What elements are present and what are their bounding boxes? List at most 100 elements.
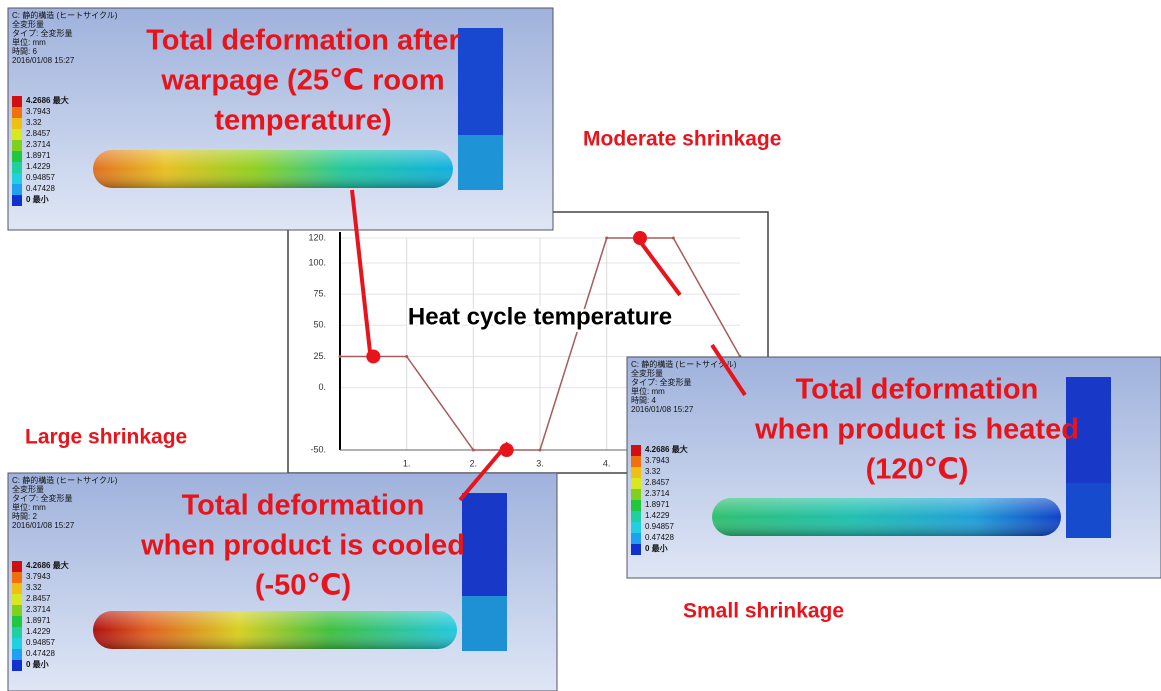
legend-swatch [12,627,22,638]
pipe-shade [93,150,453,188]
result-panel: C: 静的構造 (ヒートサイクル)全変形量タイプ: 全変形量単位: mm時間: … [627,357,1161,578]
overlay-title: temperature) [214,105,391,137]
header-line: タイプ: 全変形量 [631,377,691,387]
legend-swatch [12,118,22,129]
label: Moderate shrinkage [583,128,781,151]
legend-value: 2.3714 [26,605,51,614]
overlay-title: Total deformation after [146,25,460,57]
header-line: 時間: 6 [12,47,37,56]
legend-swatch [631,456,641,467]
pipe-elbow-light [1066,483,1111,538]
legend-swatch [12,660,22,671]
legend-value: 2.8457 [645,478,670,487]
legend-value: 3.32 [645,467,661,476]
legend-swatch [12,195,22,206]
point [539,449,542,452]
legend-value: 0.94857 [645,522,674,531]
y-tick-label: -50. [310,444,326,454]
legend-swatch [12,616,22,627]
legend-swatch [12,96,22,107]
overlay-title: (120℃) [866,454,969,486]
legend-swatch [12,140,22,151]
chart-title: Heat cycle temperature [408,303,672,330]
legend-value: 4.2686 最大 [645,444,688,454]
legend-swatch [631,467,641,478]
legend-swatch [631,489,641,500]
legend-value: 4.2686 最大 [26,95,69,105]
legend-swatch [631,533,641,544]
legend-value: 3.32 [26,583,42,592]
legend-value: 1.4229 [26,162,51,171]
header-line: 全変形量 [12,19,44,29]
x-tick-label: 1. [403,458,411,468]
legend-swatch [12,561,22,572]
pipe-elbow-light [458,135,503,190]
header-line: タイプ: 全変形量 [12,28,72,38]
header-line: 全変形量 [631,368,663,378]
point [605,237,608,240]
legend-value: 0.47428 [26,649,55,658]
legend-swatch [12,638,22,649]
legend-value: 3.7943 [645,456,670,465]
header-line: 単位: mm [12,37,46,47]
x-tick-label: 4. [603,458,611,468]
legend-value: 0.94857 [26,638,55,647]
legend-swatch [631,511,641,522]
pipe-elbow-light [462,596,507,651]
overlay-title: when product is cooled [140,530,465,562]
header-line: C: 静的構造 (ヒートサイクル) [12,10,118,20]
legend-swatch [631,522,641,533]
y-tick-label: 75. [313,288,326,298]
overlay-title: Total deformation [796,374,1039,406]
legend-value: 2.8457 [26,129,51,138]
legend-value: 3.7943 [26,572,51,581]
legend-value: 2.3714 [645,489,670,498]
overlay-title: when product is heated [754,414,1079,446]
legend-swatch [12,583,22,594]
y-tick-label: 120. [308,232,326,242]
legend-value: 2.3714 [26,140,51,149]
legend-swatch [631,478,641,489]
y-tick-label: 100. [308,257,326,267]
legend-swatch [631,445,641,456]
y-tick-label: 0. [318,382,326,392]
legend-value: 0 最小 [26,659,49,669]
legend-swatch [12,605,22,616]
point [472,449,475,452]
label: Large shrinkage [25,426,187,449]
legend-value: 3.32 [26,118,42,127]
legend-value: 4.2686 最大 [26,560,69,570]
y-tick-label: 50. [313,320,326,330]
legend-value: 0.94857 [26,173,55,182]
point [339,355,342,358]
header-line: 2016/01/08 15:27 [631,405,694,414]
legend-swatch [12,151,22,162]
legend-swatch [631,500,641,511]
legend-value: 0 最小 [645,543,668,553]
legend-value: 1.4229 [645,511,670,520]
header-line: 単位: mm [12,502,46,512]
legend-swatch [631,544,641,555]
legend-swatch [12,162,22,173]
header-line: タイプ: 全変形量 [12,493,72,503]
header-line: 全変形量 [12,484,44,494]
header-line: 時間: 2 [12,512,37,521]
y-tick-label: 25. [313,351,326,361]
legend-value: 3.7943 [26,107,51,116]
legend-value: 1.8971 [26,151,51,160]
overlay-title: Total deformation [182,490,425,522]
legend-value: 0 最小 [26,194,49,204]
legend-swatch [12,572,22,583]
label: Small shrinkage [683,600,844,623]
legend-swatch [12,594,22,605]
point [405,355,408,358]
legend-swatch [12,129,22,140]
x-tick-label: 3. [536,458,544,468]
pipe-shade [93,611,457,649]
figure: 120.100.75.50.25.0.-50.1.2.3.4.Heat cycl… [0,0,1161,691]
pipe-shade [712,498,1061,536]
legend-value: 0.47428 [26,184,55,193]
legend-value: 2.8457 [26,594,51,603]
legend-swatch [12,107,22,118]
